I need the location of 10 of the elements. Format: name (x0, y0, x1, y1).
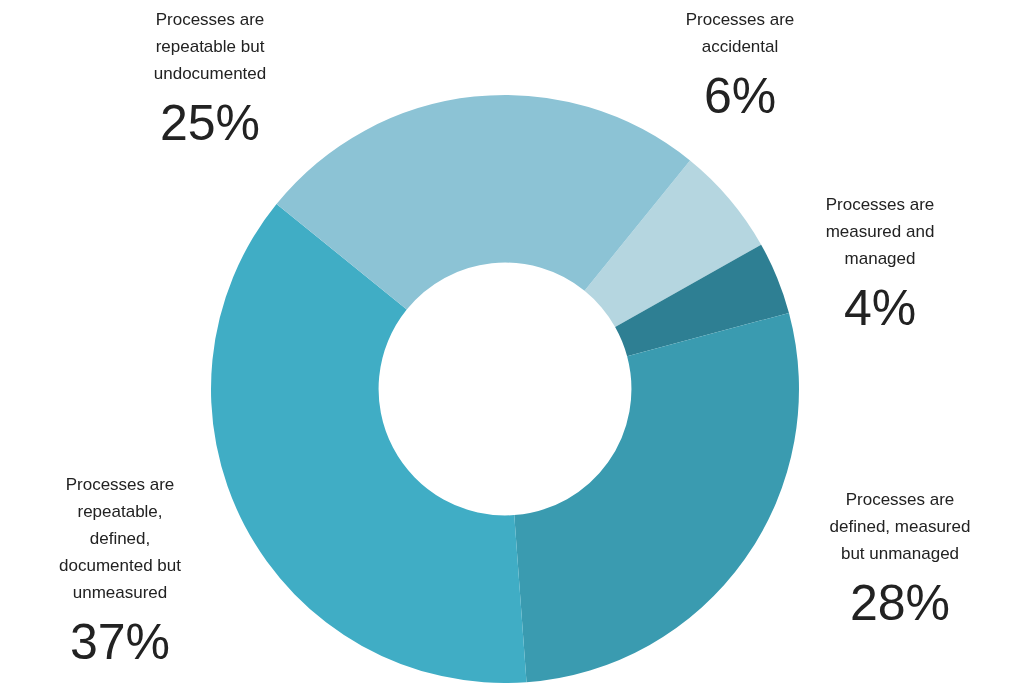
data-label: 28% (849, 574, 951, 631)
data-label: 25% (159, 94, 261, 151)
slice-label: Processes are defined, measured but unmanaged (829, 489, 971, 563)
data-label: 4% (843, 279, 917, 336)
data-label: 37% (69, 613, 171, 670)
slice-label: Processes are repeatable, defined, documented but unmeasured (59, 474, 182, 602)
slice-label: Processes are repeatable but undocumented (153, 9, 267, 83)
slice-label: Processes are accidental (685, 9, 795, 56)
data-label: 6% (703, 67, 777, 124)
slice-label: Processes are measured and managed (825, 194, 935, 268)
